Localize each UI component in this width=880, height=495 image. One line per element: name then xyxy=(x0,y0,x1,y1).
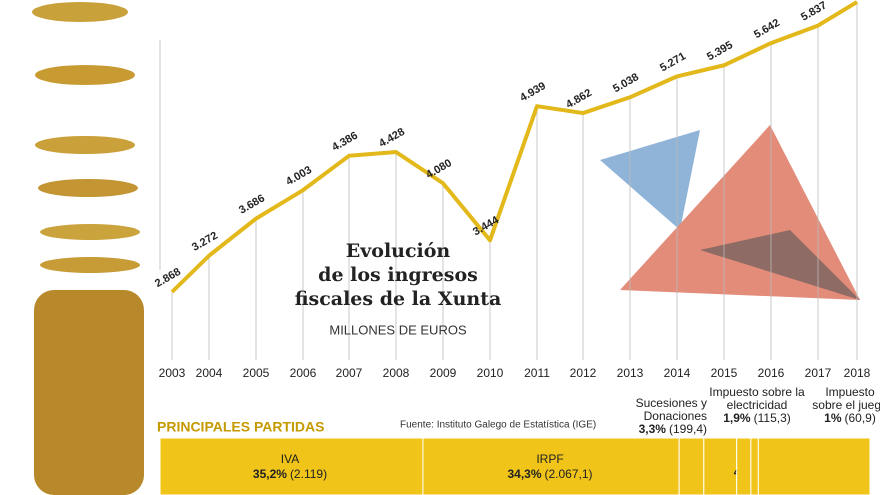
value-label: 4.386 xyxy=(330,130,360,154)
item-name: Impuesto xyxy=(825,385,875,399)
share-label: 3,3% xyxy=(639,422,667,436)
x-tick-label: 2004 xyxy=(196,366,223,380)
item-name: electricidad xyxy=(727,398,788,412)
coin xyxy=(35,65,135,85)
item-name: IRPF xyxy=(536,452,563,466)
x-tick-label: 2012 xyxy=(570,366,597,380)
banknote-shadow xyxy=(700,230,860,300)
value-label: 5.271 xyxy=(658,50,688,74)
value-label: 5.038 xyxy=(611,71,641,95)
coin xyxy=(40,257,140,273)
banknote-plane xyxy=(600,125,860,300)
source: Fuente: Instituto Galego de Estatística … xyxy=(400,420,596,431)
line xyxy=(170,0,859,294)
breakdown-title: PRINCIPALES PARTIDAS xyxy=(157,419,325,435)
item-name: sobre el juego xyxy=(812,398,880,412)
share-segment xyxy=(703,437,738,495)
coin xyxy=(40,224,140,240)
coin xyxy=(32,2,128,22)
value-label: 4.939 xyxy=(518,80,548,104)
share-segment xyxy=(159,437,424,495)
amount-label: (60,9) xyxy=(844,411,875,425)
share-segment xyxy=(750,437,759,495)
x-tick-label: 2010 xyxy=(477,366,504,380)
coin xyxy=(38,179,138,197)
chart-title: Evolución xyxy=(346,240,451,262)
x-tick-label: 2007 xyxy=(336,366,363,380)
x-tick-label: 2008 xyxy=(383,366,410,380)
item-share: 1% (60,9) xyxy=(824,411,876,425)
x-tick-label: 2005 xyxy=(243,366,270,380)
x-tick-label: 2013 xyxy=(617,366,644,380)
item-name: IVA xyxy=(281,452,299,466)
x-tick-label: 2006 xyxy=(290,366,317,380)
item-name: Sucesiones y xyxy=(636,396,707,410)
item-share: 35,2% (2.119) xyxy=(253,467,327,481)
chart-title: fiscales de la Xunta xyxy=(295,288,502,310)
x-tick-label: 2011 xyxy=(524,366,550,380)
x-tick-label: 2016 xyxy=(758,366,785,380)
item-name: Donaciones xyxy=(644,409,707,423)
remainder xyxy=(757,437,871,495)
value-label: 5.395 xyxy=(705,39,735,63)
share-label: 35,2% xyxy=(253,467,287,481)
amount-label: (199,4) xyxy=(669,422,707,436)
share-segment xyxy=(422,437,680,495)
chart-subtitle: MILLONES DE EUROS xyxy=(329,322,467,337)
share-label: 1% xyxy=(824,411,842,425)
share-segment xyxy=(736,437,752,495)
x-tick-label: 2018 xyxy=(844,366,871,380)
item-share: 34,3% (2.067,1) xyxy=(507,467,592,481)
item-share: 3,3% (199,4) xyxy=(639,422,707,436)
value-label: 4.080 xyxy=(424,157,454,181)
x-tick-label: 2014 xyxy=(664,366,691,380)
value-label: 4.862 xyxy=(564,87,594,111)
coin-stack xyxy=(34,290,144,495)
coins xyxy=(32,2,144,495)
x-tick-label: 2017 xyxy=(805,366,832,380)
coin xyxy=(35,136,135,154)
value-label: 5.642 xyxy=(752,17,782,41)
x-tick-label: 2009 xyxy=(430,366,457,380)
share-segment xyxy=(678,437,705,495)
x-tick-label: 2015 xyxy=(711,366,738,380)
value-label: 4.428 xyxy=(377,126,407,150)
amount-label: (2.119) xyxy=(290,467,327,481)
amount-label: (2.067,1) xyxy=(545,467,593,481)
item-name: Impuesto sobre la xyxy=(709,385,805,399)
item-share: 1,9% (115,3) xyxy=(723,411,791,425)
x-tick-label: 2003 xyxy=(159,366,186,380)
share-label: 1,9% xyxy=(723,411,751,425)
chart-title: de los ingresos xyxy=(318,264,478,286)
banknote xyxy=(600,130,700,230)
share-label: 34,3% xyxy=(507,467,541,481)
amount-label: (115,3) xyxy=(754,411,791,425)
